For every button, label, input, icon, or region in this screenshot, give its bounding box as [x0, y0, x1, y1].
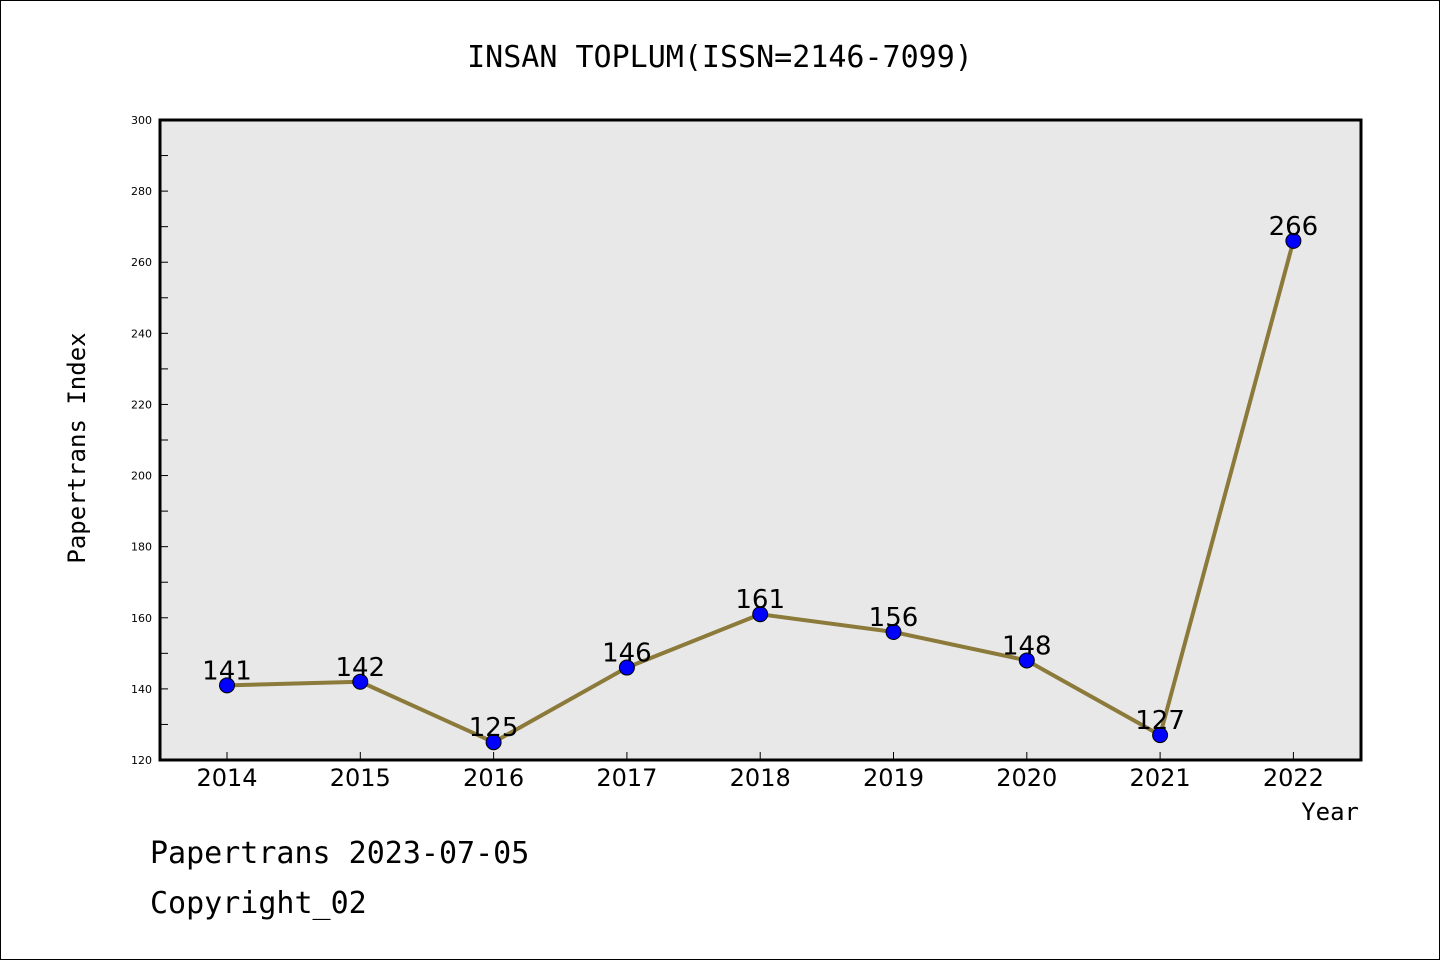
x-tick-label: 2018	[730, 764, 791, 792]
x-tick-label: 2021	[1130, 764, 1191, 792]
y-tick-label: 240	[131, 327, 152, 340]
data-point	[618, 659, 635, 676]
x-tick-label: 2015	[330, 764, 391, 792]
y-tick-label: 220	[131, 398, 152, 411]
y-tick-label: 300	[131, 114, 152, 127]
data-point	[1152, 727, 1169, 744]
data-label: 141	[202, 656, 252, 686]
y-tick-label: 140	[131, 683, 152, 696]
y-tick-label: 180	[131, 541, 152, 554]
data-point	[1285, 232, 1302, 249]
chart-title: INSAN TOPLUM(ISSN=2146-7099)	[467, 40, 973, 75]
data-point	[885, 624, 902, 640]
x-tick-label: 2019	[863, 764, 924, 792]
data-label: 266	[1269, 212, 1319, 242]
footer-date: Papertrans 2023-07-05	[150, 836, 529, 871]
data-markers	[219, 232, 1302, 751]
y-tick-label: 200	[131, 470, 152, 483]
x-axis-label: Year	[1301, 798, 1359, 826]
data-label: 161	[735, 585, 785, 615]
data-point	[485, 734, 502, 751]
y-tick-label: 120	[131, 754, 152, 767]
data-label: 125	[469, 713, 519, 743]
footer-copyright: Copyright_02	[150, 886, 367, 921]
x-tick-label: 2016	[463, 764, 524, 792]
data-label: 127	[1135, 706, 1185, 736]
data-label: 146	[602, 639, 652, 669]
x-tick-label: 2014	[196, 764, 257, 792]
data-label: 148	[1002, 631, 1052, 661]
x-tick-label: 2017	[596, 764, 657, 792]
data-point	[352, 673, 369, 690]
data-point	[1018, 652, 1035, 669]
plot-area	[160, 120, 1361, 760]
data-point	[219, 677, 235, 694]
y-tick-label: 260	[131, 256, 152, 269]
y-axis-ticks: 120 140 160 180 200 220 240 260 280 300	[131, 114, 168, 767]
plot-border	[158, 118, 1363, 762]
x-tick-label: 2022	[1263, 764, 1324, 792]
data-point	[752, 606, 769, 623]
data-label: 142	[335, 653, 385, 683]
x-axis-ticks: 2014 2015 2016 2017 2018 2019 2020 2021 2022	[196, 752, 1324, 792]
data-labels: 141 142 125 146 161 156 148 127 266	[202, 212, 1318, 743]
x-tick-label: 2020	[996, 764, 1057, 792]
y-tick-label: 280	[131, 185, 152, 198]
y-tick-label: 160	[131, 612, 152, 625]
data-label: 156	[869, 603, 919, 633]
y-axis-label: Papertrans Index	[63, 332, 91, 563]
